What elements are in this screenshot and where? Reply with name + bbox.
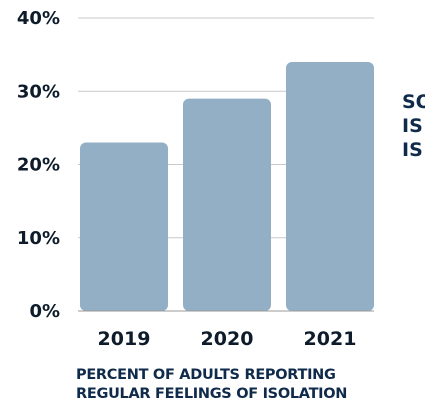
x-tick-label-2021: 2021 xyxy=(304,328,357,350)
x-tick-label-2019: 2019 xyxy=(98,328,151,350)
caption-line-2: REGULAR FEELINGS OF ISOLATION xyxy=(76,386,348,402)
x-tick-label-2020: 2020 xyxy=(201,328,254,350)
bar-2020 xyxy=(183,98,271,311)
bar-chart: 0% 10% 20% 30% 40% 2019 2020 2021 SO IS IS xyxy=(17,8,425,350)
side-text-line-3: IS xyxy=(402,139,423,161)
y-tick-label: 10% xyxy=(17,228,60,249)
side-text: SO IS IS xyxy=(402,91,425,161)
y-tick-label: 40% xyxy=(17,8,60,29)
bars xyxy=(80,61,374,312)
y-tick-label: 30% xyxy=(17,81,60,102)
bar-2019 xyxy=(80,142,168,311)
caption-line-1: PERCENT OF ADULTS REPORTING xyxy=(76,367,336,383)
y-tick-label: 0% xyxy=(29,301,60,322)
x-axis-ticks: 2019 2020 2021 xyxy=(98,328,357,350)
bar-2021 xyxy=(286,61,374,312)
y-tick-label: 20% xyxy=(17,155,60,176)
chart-caption: PERCENT OF ADULTS REPORTING REGULAR FEEL… xyxy=(76,366,425,404)
side-text-line-2: IS xyxy=(402,115,423,137)
side-text-line-1: SO xyxy=(402,91,425,113)
y-axis-ticks: 0% 10% 20% 30% 40% xyxy=(17,8,60,322)
